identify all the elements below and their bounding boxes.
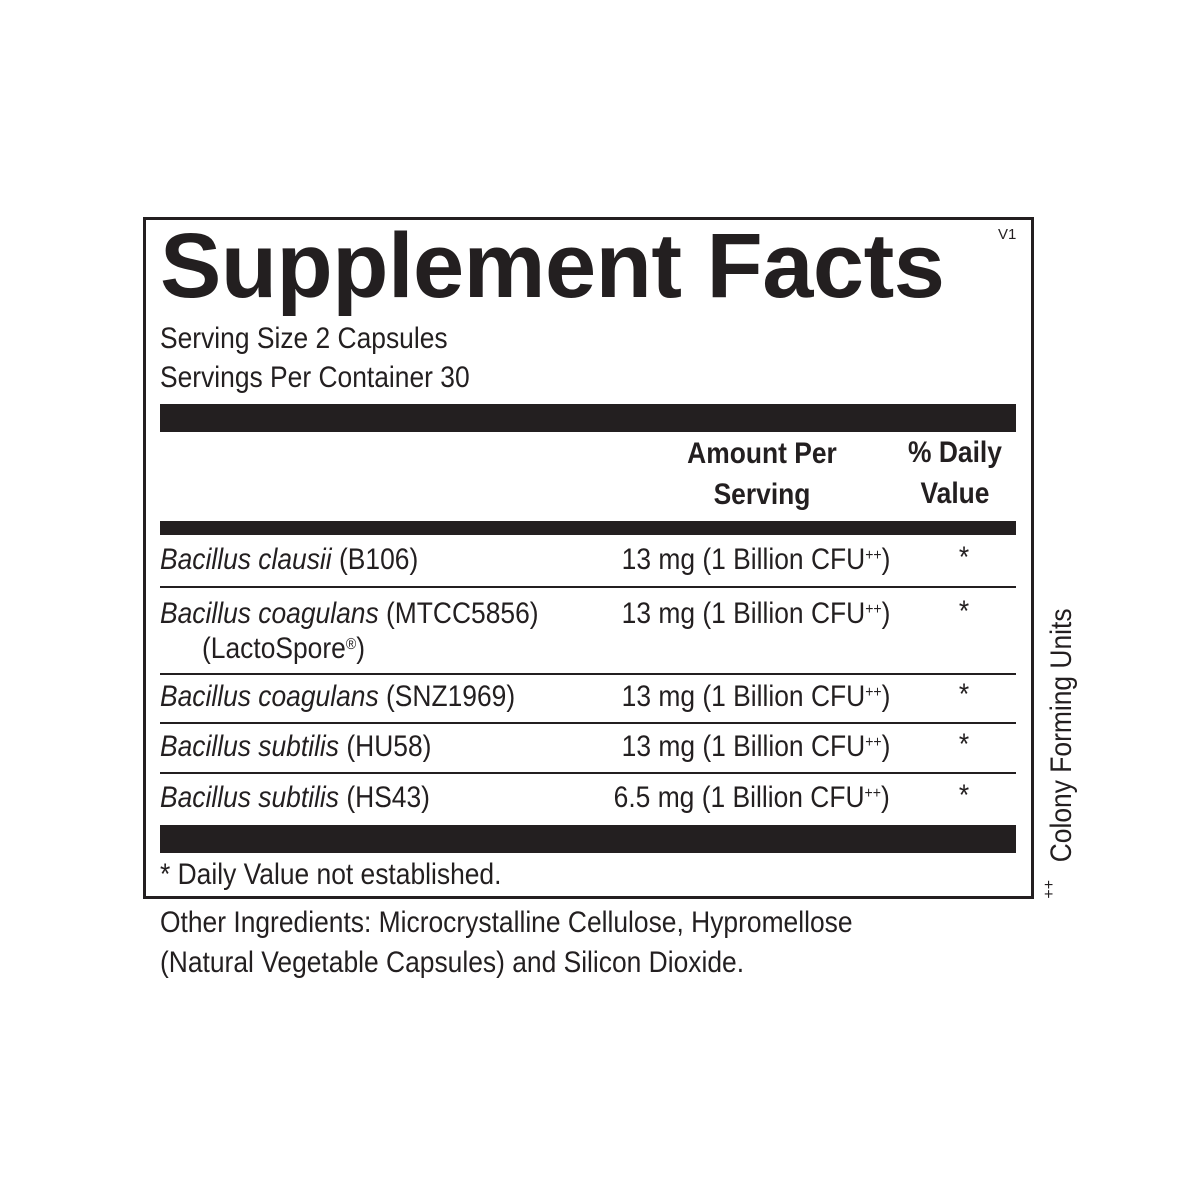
other-ingredients-line2: (Natural Vegetable Capsules) and Silicon… xyxy=(160,946,745,979)
header-dv-line1: % Daily xyxy=(908,436,1002,469)
ingredient-name: Bacillus subtilis (HU58) xyxy=(160,730,432,763)
cfu-footnote: ++ Colony Forming Units xyxy=(1041,608,1078,899)
ingredient-name: Bacillus coagulans (MTCC5856) xyxy=(160,597,539,630)
ingredient-dv: * xyxy=(958,779,970,812)
panel-title: Supplement Facts xyxy=(160,215,945,317)
ingredient-dv: * xyxy=(958,678,970,711)
ingredient-amount: 13 mg (1 Billion CFU++) xyxy=(621,680,890,713)
footnote: * Daily Value not established. xyxy=(160,858,502,891)
ingredient-amount: 13 mg (1 Billion CFU++) xyxy=(621,597,890,630)
ingredient-name: Bacillus subtilis (HS43) xyxy=(160,781,430,814)
thick-divider xyxy=(160,404,1016,432)
header-amount-line1: Amount Per xyxy=(687,437,837,470)
header-amount-line2: Serving xyxy=(713,478,811,511)
row-divider xyxy=(160,772,1016,774)
servings-per-container: Servings Per Container 30 xyxy=(160,361,470,394)
row-divider xyxy=(160,586,1016,588)
row-divider xyxy=(160,673,1016,675)
ingredient-name: Bacillus coagulans (SNZ1969) xyxy=(160,680,516,713)
medium-divider xyxy=(160,521,1016,535)
serving-size: Serving Size 2 Capsules xyxy=(160,322,448,355)
ingredient-amount: 13 mg (1 Billion CFU++) xyxy=(621,730,890,763)
version-label: V1 xyxy=(998,226,1017,243)
ingredient-name: Bacillus clausii (B106) xyxy=(160,543,419,576)
ingredient-amount: 6.5 mg (1 Billion CFU++) xyxy=(613,781,890,814)
supplement-facts-panel xyxy=(143,217,1034,899)
thick-divider xyxy=(160,825,1016,853)
header-dv-line2: Value xyxy=(920,477,990,510)
other-ingredients-line1: Other Ingredients: Microcrystalline Cell… xyxy=(160,906,853,939)
ingredient-dv: * xyxy=(958,541,970,574)
ingredient-brand: (LactoSpore®) xyxy=(202,632,366,665)
ingredient-dv: * xyxy=(958,595,970,628)
row-divider xyxy=(160,722,1016,724)
ingredient-amount: 13 mg (1 Billion CFU++) xyxy=(621,543,890,576)
ingredient-dv: * xyxy=(958,728,970,761)
